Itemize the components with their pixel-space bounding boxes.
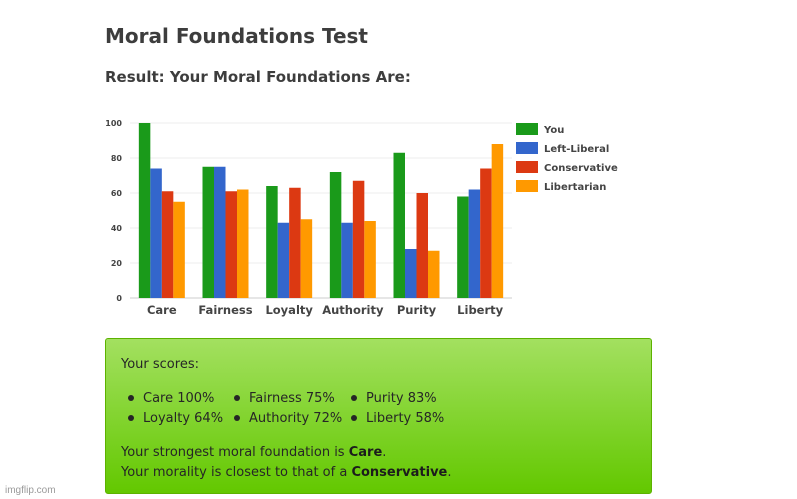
legend-swatch [516,161,538,173]
legend-label: Conservative [544,163,618,174]
moral-foundations-chart: 0 20 40 60 80 100 Care Fairness Loyalty Authority… [105,119,618,317]
score-label: Care 100% [143,391,215,406]
y-tick-label: 0 [116,294,122,303]
scores-box: Your scores: Care 100% Fairness 75% Puri… [105,338,652,494]
strongest-foundation-text: Your strongest moral foundation is Care. [121,445,386,460]
closest-prefix: Your morality is closest to that of a [121,465,352,480]
score-label: Authority 72% [249,411,343,426]
y-tick-label: 60 [111,189,123,198]
y-tick-label: 80 [111,154,123,163]
bar-you-fairness [202,166,214,298]
bullet-icon [128,414,134,421]
score-label: Fairness 75% [249,391,335,406]
watermark: imgflip.com [5,485,56,496]
x-tick-label: Purity [397,303,437,317]
score-item-loyalty: Loyalty 64% [128,411,223,426]
bar-left-liberal-care [150,168,162,298]
strongest-prefix: Your strongest moral foundation is [121,445,349,460]
bar-you-liberty [457,196,469,298]
bar-you-authority [329,172,342,298]
bar-left-liberal-authority [341,222,353,298]
bar-conservative-purity [416,193,428,298]
x-tick-label: Liberty [457,303,503,317]
score-label: Liberty 58% [366,411,445,426]
bar-libertarian-care [173,201,185,298]
x-tick-label: Care [147,303,177,317]
legend-label: Libertarian [544,182,606,193]
bar-conservative-fairness [225,191,237,298]
bar-you-loyalty [266,186,278,298]
legend-swatch [516,180,538,192]
bar-conservative-loyalty [289,187,301,298]
bar-libertarian-fairness [237,189,249,298]
bar-left-liberal-fairness [214,166,226,298]
bar-left-liberal-loyalty [277,222,290,298]
legend-label: You [543,125,564,136]
bar-conservative-liberty [480,168,492,298]
bar-libertarian-purity [428,250,440,298]
bar-libertarian-loyalty [300,219,313,298]
score-item-purity: Purity 83% [351,391,437,406]
x-tick-label: Loyalty [265,303,313,317]
score-item-fairness: Fairness 75% [234,391,335,406]
closest-suffix: . [447,465,452,480]
score-label: Loyalty 64% [143,411,224,426]
bullet-icon [234,394,240,401]
x-tick-label: Authority [322,303,384,317]
bar-conservative-care [161,191,174,298]
y-tick-label: 20 [111,259,123,268]
bar-libertarian-liberty [491,144,504,298]
closest-value: Conservative [351,465,448,480]
bar-conservative-authority [352,180,365,298]
y-tick-label: 100 [105,119,122,128]
bullet-icon [351,394,357,401]
bar-libertarian-authority [364,221,376,298]
score-item-authority: Authority 72% [234,411,342,426]
page-title: Moral Foundations Test [105,24,368,48]
closest-morality-text: Your morality is closest to that of a Co… [121,465,452,480]
result-heading: Result: Your Moral Foundations Are: [105,68,411,86]
bar-left-liberal-liberty [468,189,481,298]
bullet-icon [128,394,134,401]
x-tick-label: Fairness [198,303,252,317]
strongest-value: Care [348,445,383,460]
score-item-care: Care 100% [128,391,214,406]
y-tick-label: 40 [111,224,123,233]
score-item-liberty: Liberty 58% [351,411,444,426]
legend-swatch [516,123,538,135]
bullet-icon [234,414,240,421]
legend-swatch [516,142,538,154]
bar-you-care [138,123,151,298]
bar-left-liberal-purity [405,249,417,298]
strongest-suffix: . [382,445,387,460]
bullet-icon [351,414,357,421]
scores-heading: Your scores: [121,357,199,372]
score-label: Purity 83% [366,391,437,406]
bar-you-purity [393,152,405,298]
legend-label: Left-Liberal [544,144,609,155]
